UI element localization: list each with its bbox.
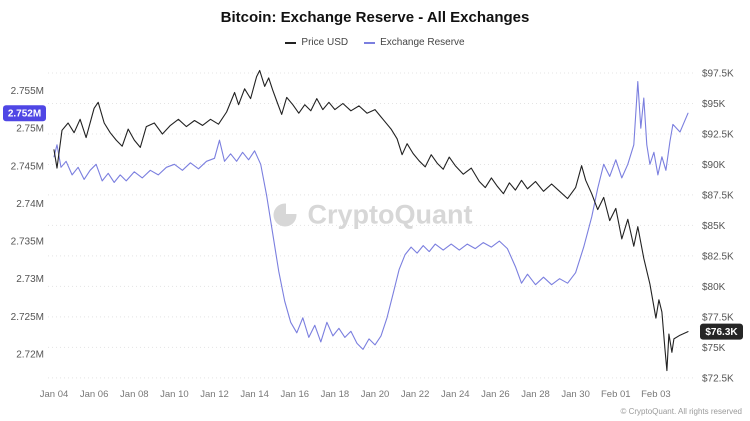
chart-title: Bitcoin: Exchange Reserve - All Exchange… — [220, 9, 530, 26]
y-right-tick-label: $80K — [702, 282, 726, 293]
x-tick-label: Jan 08 — [120, 389, 149, 400]
y-right-tick-label: $97.5K — [702, 69, 734, 80]
y-left-tick-label: 2.75M — [16, 124, 44, 135]
legend-item-price[interactable]: Price USD — [285, 37, 348, 48]
reserve-line[interactable] — [53, 81, 689, 350]
y-left-tick-label: 2.735M — [11, 237, 44, 248]
svg-text:$76.3K: $76.3K — [705, 327, 738, 338]
x-tick-label: Jan 26 — [481, 389, 510, 400]
x-tick-label: Jan 12 — [200, 389, 229, 400]
price-current-badge: $76.3K — [700, 323, 743, 340]
y-left-tick-label: 2.74M — [16, 199, 44, 210]
y-right-tick-label: $92.5K — [702, 130, 734, 141]
y-left-tick-label: 2.72M — [16, 349, 44, 360]
y-right-tick-label: $77.5K — [702, 312, 734, 323]
x-tick-label: Jan 30 — [561, 389, 590, 400]
price-line-marker-icon — [285, 41, 297, 44]
y-right-tick-label: $75K — [702, 343, 726, 354]
y-right-tick-label: $87.5K — [702, 190, 734, 201]
x-tick-label: Jan 18 — [321, 389, 350, 400]
y-left-tick-label: 2.73M — [16, 274, 44, 285]
x-tick-label: Jan 14 — [240, 389, 269, 400]
x-tick-label: Jan 22 — [401, 389, 430, 400]
copyright-text: © CryptoQuant. All rights reserved — [620, 407, 743, 416]
price-line[interactable] — [53, 69, 689, 372]
x-tick-label: Feb 03 — [641, 389, 671, 400]
x-tick-label: Jan 16 — [281, 389, 310, 400]
y-left-tick-label: 2.725M — [11, 312, 44, 323]
x-tick-label: Jan 04 — [40, 389, 69, 400]
x-tick-label: Jan 24 — [441, 389, 470, 400]
x-tick-label: Jan 10 — [160, 389, 189, 400]
y-right-tick-label: $90K — [702, 160, 726, 171]
chart-legend: Price USD Exchange Reserve — [0, 37, 750, 48]
x-tick-label: Jan 20 — [361, 389, 390, 400]
legend-item-reserve[interactable]: Exchange Reserve — [364, 37, 465, 48]
y-right-tick-label: $72.5K — [702, 373, 734, 384]
reserve-current-badge: 2.752M — [3, 105, 46, 122]
y-left-tick-label: 2.755M — [11, 86, 44, 97]
svg-text:2.752M: 2.752M — [8, 109, 41, 120]
legend-label-reserve: Exchange Reserve — [380, 37, 465, 48]
y-right-tick-label: $82.5K — [702, 251, 734, 262]
x-tick-label: Feb 01 — [601, 389, 631, 400]
legend-label-price: Price USD — [301, 37, 349, 48]
y-right-tick-label: $95K — [702, 99, 726, 110]
reserve-line-marker-icon — [364, 41, 376, 44]
x-tick-label: Jan 28 — [521, 389, 550, 400]
x-tick-label: Jan 06 — [80, 389, 109, 400]
y-left-tick-label: 2.745M — [11, 161, 44, 172]
y-right-tick-label: $85K — [702, 221, 726, 232]
